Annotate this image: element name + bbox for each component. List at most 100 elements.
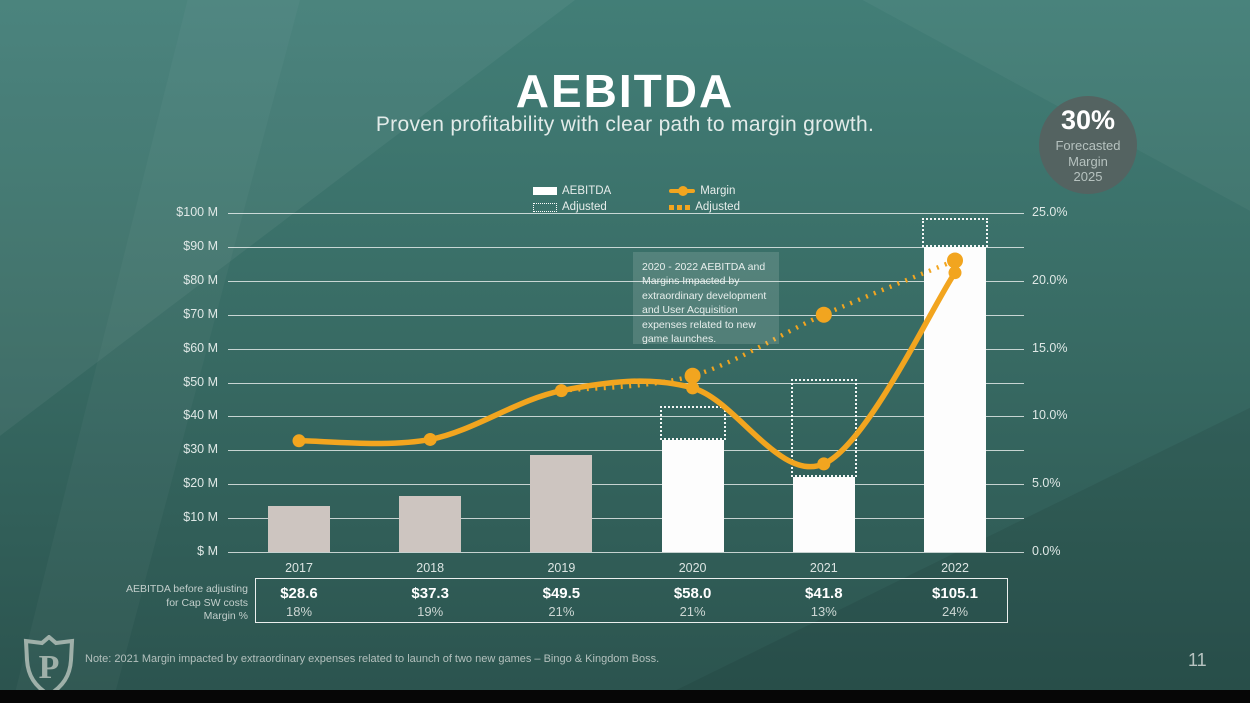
- table-value: $105.1: [932, 585, 978, 602]
- adjusted-margin-point: [684, 367, 701, 384]
- table-cell: $28.6 18%: [239, 585, 359, 619]
- footnote: Note: 2021 Margin impacted by extraordin…: [85, 653, 660, 665]
- letterbox-bar: [0, 690, 1250, 703]
- gridline: [228, 518, 1024, 520]
- left-axis-tick: $30 M: [183, 442, 218, 457]
- row-label-line: Margin %: [203, 610, 248, 623]
- page-subtitle: Proven profitability with clear path to …: [375, 113, 875, 136]
- table-margin: 19%: [417, 604, 444, 619]
- legend-column-lines: Margin Adjusted: [669, 185, 740, 213]
- adjusted-aebitda-outline: [790, 379, 857, 478]
- left-axis-tick: $90 M: [183, 238, 218, 253]
- x-axis-label: 2017: [285, 561, 313, 575]
- row-label-line: AEBITDA before adjusting: [126, 583, 248, 595]
- left-axis-tick: $80 M: [183, 272, 218, 287]
- footer-table-row-label: AEBITDA before adjusting for Cap SW cost…: [60, 583, 248, 624]
- badge-label-line: Forecasted: [1055, 137, 1121, 153]
- right-axis-tick: 25.0%: [1032, 205, 1068, 219]
- gridline: [228, 552, 1024, 553]
- legend-item-adjusted-aebitda: Adjusted: [533, 201, 611, 213]
- x-axis-label: 2019: [547, 561, 576, 575]
- table-margin: 13%: [810, 604, 837, 619]
- logo-letter: P: [39, 649, 60, 686]
- table-value: $28.6: [280, 585, 318, 602]
- table-cell: $49.5 21%: [501, 585, 621, 619]
- gridline: [228, 213, 1024, 214]
- gridline: [228, 314, 1024, 316]
- badge-label-line: 2025: [1073, 169, 1103, 185]
- aebitda-bar-swatch: [533, 187, 557, 195]
- right-axis-tick: 20.0%: [1032, 272, 1068, 287]
- footer-table-box: [255, 578, 1008, 623]
- gridline: [228, 450, 1024, 452]
- legend-label: Adjusted: [695, 201, 740, 213]
- adjusted-margin-point: [947, 252, 963, 269]
- left-axis-tick: $70 M: [183, 306, 218, 321]
- table-value: $58.0: [673, 585, 712, 602]
- aebitda-bar: [924, 246, 986, 552]
- x-axis-label: 2022: [941, 561, 969, 575]
- table-cell: $37.3 19%: [370, 585, 490, 619]
- left-axis-tick: $20 M: [183, 476, 218, 491]
- table-margin: 21%: [548, 604, 575, 619]
- table-margin: 24%: [941, 604, 969, 619]
- adjusted-margin-point: [815, 306, 832, 323]
- table-cell: $58.0 21%: [633, 585, 753, 619]
- aebitda-bar: [268, 506, 330, 552]
- gridline: [228, 280, 1024, 282]
- aebitda-bar: [661, 440, 724, 552]
- legend-label: AEBITDA: [562, 185, 612, 197]
- badge-label-line: Margin: [1068, 153, 1108, 169]
- chart-legend: AEBITDA Adjusted Margin Adjusted: [533, 185, 740, 213]
- forecast-margin-badge: 30% Forecasted Margin 2025: [1039, 96, 1137, 194]
- adjusted-aebitda-outline: [922, 218, 988, 247]
- company-shield-logo: P: [23, 635, 75, 697]
- margin-line-swatch: [669, 186, 696, 196]
- badge-value: 30%: [1060, 104, 1116, 135]
- row-label-line: for Cap SW costs: [166, 596, 248, 609]
- table-value: $37.3: [411, 585, 449, 602]
- right-axis-tick: 0.0%: [1032, 544, 1061, 558]
- table-margin: 18%: [285, 604, 313, 619]
- margin-point: [554, 384, 568, 398]
- margin-point: [948, 266, 962, 280]
- table-value: $41.8: [805, 585, 843, 602]
- table-margin: 21%: [679, 604, 706, 619]
- legend-item-margin: Margin: [669, 185, 740, 197]
- margin-point: [423, 432, 437, 446]
- margin-point: [292, 434, 306, 448]
- page-title: AEBITDA: [515, 65, 735, 117]
- right-axis-tick: 10.0%: [1032, 408, 1068, 423]
- legend-item-adjusted-margin: Adjusted: [669, 201, 740, 213]
- table-value: $49.5: [542, 585, 581, 602]
- margin-point: [686, 381, 700, 395]
- margin-line: [296, 269, 958, 470]
- x-axis-label: 2020: [678, 561, 707, 575]
- x-axis-label: 2018: [416, 561, 445, 575]
- gridline: [228, 348, 1024, 350]
- legend-item-aebitda: AEBITDA: [533, 185, 611, 197]
- margin-point: [817, 457, 831, 471]
- left-axis-tick: $10 M: [183, 510, 218, 525]
- adjusted-aebitda-swatch: [533, 202, 557, 212]
- margin-lines-layer: [292, 252, 963, 471]
- gridline: [228, 416, 1024, 418]
- right-axis-tick: 15.0%: [1032, 340, 1068, 355]
- legend-column-bars: AEBITDA Adjusted: [533, 185, 611, 213]
- adjusted-margin-swatch: [669, 204, 691, 210]
- table-cell: $105.1 24%: [895, 585, 1015, 619]
- x-axis-label: 2021: [809, 561, 838, 575]
- chart-annotation: 2020 - 2022 AEBITDA and Margins Impacted…: [633, 252, 779, 345]
- table-cell: $41.8 13%: [764, 585, 884, 619]
- aebitda-bar: [399, 496, 462, 552]
- legend-label: Adjusted: [562, 201, 607, 213]
- chart-plot-area: [228, 213, 1024, 553]
- aebitda-bar: [530, 455, 593, 552]
- left-axis-tick: $60 M: [183, 340, 218, 355]
- page-number: 11: [1188, 650, 1207, 670]
- gridline: [228, 484, 1024, 486]
- left-axis-tick: $100 M: [176, 205, 218, 219]
- legend-label: Margin: [700, 185, 736, 197]
- left-axis-tick: $50 M: [183, 374, 218, 389]
